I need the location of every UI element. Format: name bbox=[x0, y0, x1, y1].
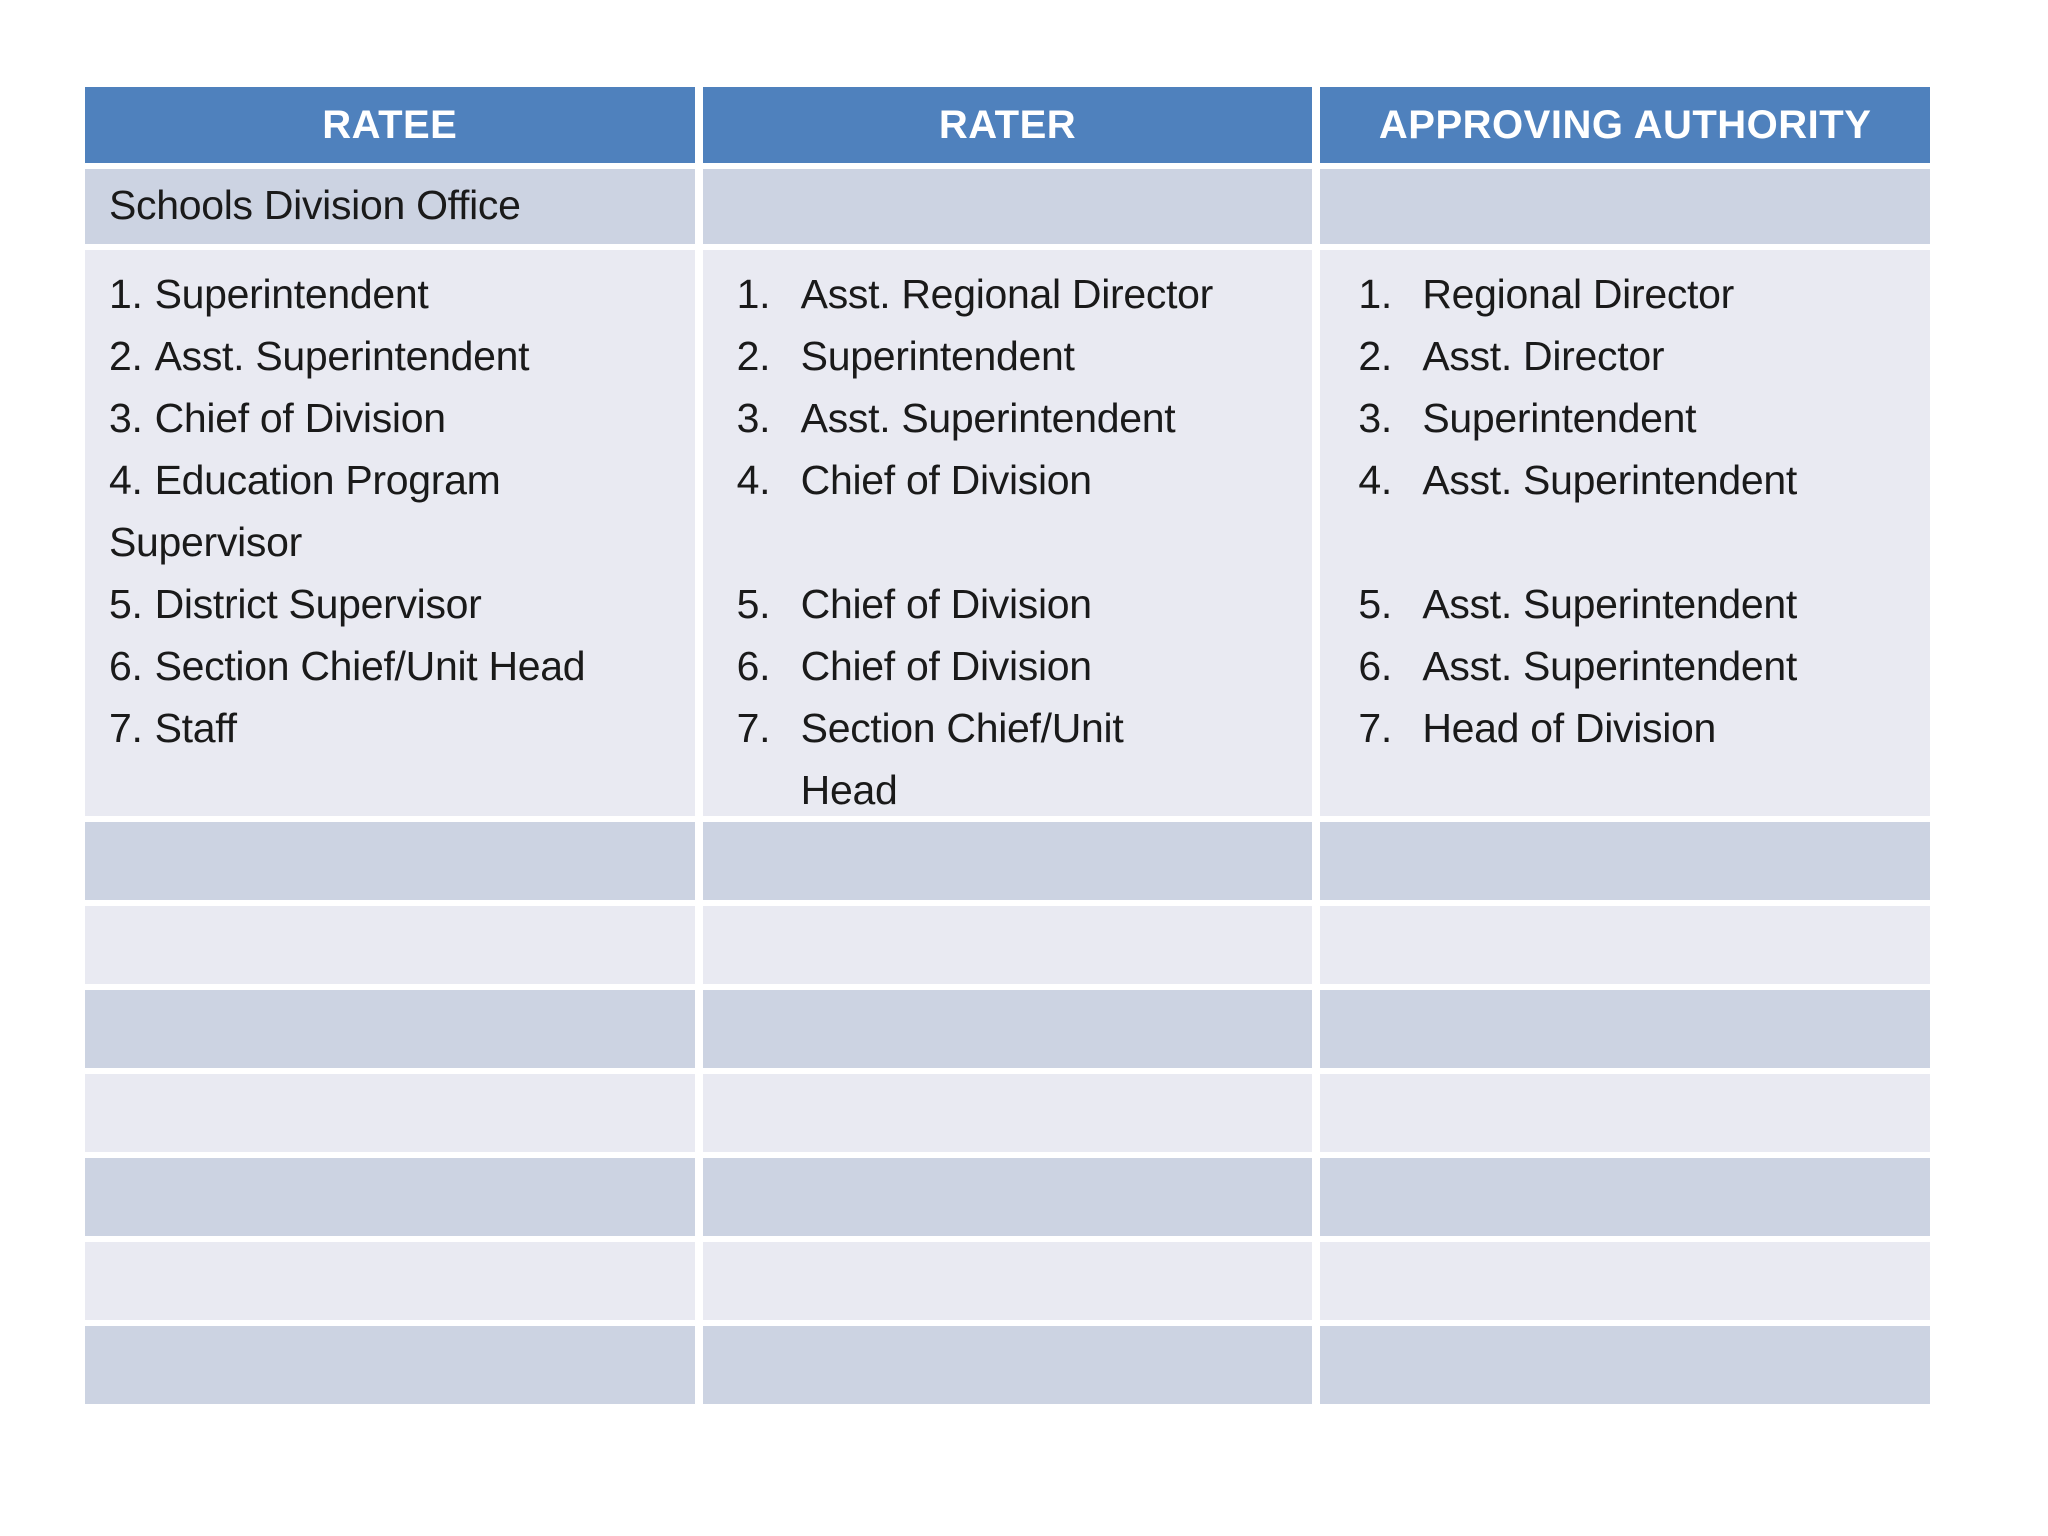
empty-row-6-cell-3 bbox=[1320, 1242, 1930, 1320]
ratee-list-cell: 1. Superintendent 2. Asst. Superintendent … bbox=[85, 250, 695, 816]
assignment-table: RATEE RATER APPROVING AUTHORITY Schools … bbox=[85, 87, 1930, 1404]
authority-item-4-text: Asst. Superintendent bbox=[1422, 457, 1797, 503]
authority-item-3: 3. Superintendent bbox=[1358, 387, 1920, 449]
authority-item-5-number: 5. bbox=[1358, 581, 1392, 627]
ratee-item-6-number: 6. bbox=[109, 643, 143, 689]
rater-item-4-number: 4. bbox=[736, 457, 771, 503]
ratee-item-7-text: Staff bbox=[154, 705, 237, 751]
ratee-item-7: 7. Staff bbox=[109, 697, 675, 759]
ratee-item-4-number: 4. bbox=[109, 457, 143, 503]
empty-row-1-cell-1 bbox=[85, 822, 695, 900]
rater-item-1-text: Asst. Regional Director bbox=[800, 271, 1214, 317]
authority-item-6-number: 6. bbox=[1358, 643, 1392, 689]
ratee-item-1-number: 1. bbox=[109, 271, 143, 317]
empty-row-5-cell-3 bbox=[1320, 1158, 1930, 1236]
rater-item-5-number: 5. bbox=[736, 581, 771, 627]
column-header-ratee: RATEE bbox=[85, 87, 695, 163]
authority-item-5-text: Asst. Superintendent bbox=[1422, 581, 1797, 627]
rater-item-7: 7. Section Chief/Unit Head bbox=[737, 697, 1303, 816]
empty-row-7-cell-3 bbox=[1320, 1326, 1930, 1404]
ratee-item-3-number: 3. bbox=[109, 395, 143, 441]
ratee-item-2-number: 2. bbox=[109, 333, 143, 379]
authority-item-7-number: 7. bbox=[1358, 705, 1392, 751]
rater-item-7-continuation: Head bbox=[800, 767, 898, 813]
ratee-item-1-text: Superintendent bbox=[154, 271, 429, 317]
ratee-item-3-text: Chief of Division bbox=[154, 395, 446, 441]
ratee-item-6: 6. Section Chief/Unit Head bbox=[109, 635, 675, 697]
authority-item-5: 5. Asst. Superintendent bbox=[1358, 573, 1920, 635]
ratee-item-4-continuation: Supervisor bbox=[109, 519, 302, 565]
ratee-item-5-text: District Supervisor bbox=[154, 581, 482, 627]
authority-item-2: 2. Asst. Director bbox=[1358, 325, 1920, 387]
empty-row-3-cell-3 bbox=[1320, 990, 1930, 1068]
rater-item-6: 6. Chief of Division bbox=[737, 635, 1303, 697]
empty-row-5-cell-1 bbox=[85, 1158, 695, 1236]
ratee-item-1: 1. Superintendent bbox=[109, 263, 675, 325]
rater-item-3: 3. Asst. Superintendent bbox=[737, 387, 1303, 449]
rater-item-7-text: Section Chief/Unit bbox=[800, 705, 1124, 751]
ratee-item-5-number: 5. bbox=[109, 581, 143, 627]
authority-item-4-number: 4. bbox=[1358, 457, 1392, 503]
rater-item-2-text: Superintendent bbox=[800, 333, 1075, 379]
authority-item-2-number: 2. bbox=[1358, 333, 1392, 379]
empty-row-7-cell-1 bbox=[85, 1326, 695, 1404]
rater-item-4-text: Chief of Division bbox=[800, 457, 1092, 503]
ratee-item-7-number: 7. bbox=[109, 705, 143, 751]
empty-row-4-cell-2 bbox=[702, 1074, 1313, 1152]
ratee-item-3: 3. Chief of Division bbox=[109, 387, 675, 449]
empty-row-7-cell-2 bbox=[702, 1326, 1313, 1404]
column-header-approving-authority: APPROVING AUTHORITY bbox=[1320, 87, 1930, 163]
rater-item-6-text: Chief of Division bbox=[800, 643, 1092, 689]
empty-row-1-cell-2 bbox=[702, 822, 1313, 900]
rater-item-5: 5. Chief of Division bbox=[737, 573, 1303, 635]
rater-list-cell: 1. Asst. Regional Director 2. Superintende… bbox=[702, 250, 1313, 816]
authority-item-3-number: 3. bbox=[1358, 395, 1392, 441]
rater-item-7-lines: Section Chief/Unit Head bbox=[801, 697, 1303, 816]
ratee-item-2-text: Asst. Superintendent bbox=[154, 333, 530, 379]
empty-row-3-cell-1 bbox=[85, 990, 695, 1068]
empty-row-6-cell-1 bbox=[85, 1242, 695, 1320]
rater-item-5-text: Chief of Division bbox=[800, 581, 1092, 627]
empty-row-2-cell-3 bbox=[1320, 906, 1930, 984]
group-row-label-cell: Schools Division Office bbox=[85, 169, 695, 244]
authority-item-2-text: Asst. Director bbox=[1422, 333, 1665, 379]
ratee-item-2: 2. Asst. Superintendent bbox=[109, 325, 675, 387]
authority-item-6: 6. Asst. Superintendent bbox=[1358, 635, 1920, 697]
group-row-rater-cell bbox=[702, 169, 1313, 244]
empty-row-2-cell-2 bbox=[702, 906, 1313, 984]
rater-item-3-number: 3. bbox=[736, 395, 771, 441]
empty-row-2-cell-1 bbox=[85, 906, 695, 984]
rater-item-2-number: 2. bbox=[736, 333, 771, 379]
ratee-item-5: 5. District Supervisor bbox=[109, 573, 675, 635]
authority-item-4: 4. Asst. Superintendent bbox=[1358, 449, 1920, 511]
rater-item-4: 4. Chief of Division bbox=[737, 449, 1303, 511]
rater-item-7-number: 7. bbox=[736, 705, 771, 751]
empty-row-4-cell-1 bbox=[85, 1074, 695, 1152]
authority-item-1-number: 1. bbox=[1358, 271, 1392, 317]
authority-item-7: 7. Head of Division bbox=[1358, 697, 1920, 759]
group-row-authority-cell bbox=[1320, 169, 1930, 244]
empty-row-1-cell-3 bbox=[1320, 822, 1930, 900]
empty-row-5-cell-2 bbox=[702, 1158, 1313, 1236]
authority-list-cell: 1. Regional Director 2. Asst. Director 3. S… bbox=[1320, 250, 1930, 816]
authority-item-1-text: Regional Director bbox=[1422, 271, 1734, 317]
empty-row-3-cell-2 bbox=[702, 990, 1313, 1068]
ratee-item-4-text: Education Program bbox=[154, 457, 501, 503]
rater-item-2: 2. Superintendent bbox=[737, 325, 1303, 387]
empty-row-4-cell-3 bbox=[1320, 1074, 1930, 1152]
authority-item-7-text: Head of Division bbox=[1422, 705, 1717, 751]
ratee-item-4: 4. Education Program bbox=[109, 449, 675, 511]
authority-item-1: 1. Regional Director bbox=[1358, 263, 1920, 325]
column-header-rater: RATER bbox=[702, 87, 1313, 163]
rater-item-1: 1. Asst. Regional Director bbox=[737, 263, 1303, 325]
authority-item-6-text: Asst. Superintendent bbox=[1422, 643, 1797, 689]
authority-item-3-text: Superintendent bbox=[1422, 395, 1697, 441]
empty-row-6-cell-2 bbox=[702, 1242, 1313, 1320]
rater-item-1-number: 1. bbox=[736, 271, 771, 317]
ratee-item-6-text: Section Chief/Unit Head bbox=[154, 643, 586, 689]
rater-item-3-text: Asst. Superintendent bbox=[800, 395, 1176, 441]
rater-item-6-number: 6. bbox=[736, 643, 771, 689]
